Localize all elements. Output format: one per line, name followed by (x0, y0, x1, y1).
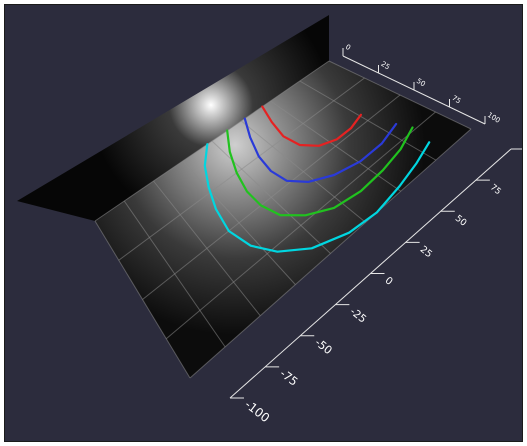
grid-line (142, 94, 401, 300)
contour-line (203, 141, 431, 253)
grid-line (165, 111, 436, 340)
contour-line (261, 105, 362, 147)
y-tick-label: 50 (453, 214, 468, 229)
contour-line (226, 126, 414, 217)
y-tick-label: -50 (312, 336, 334, 357)
y-tick-label: 0 (383, 275, 395, 288)
y-tick-label: 25 (418, 244, 434, 260)
contour-line (243, 117, 398, 183)
x-tick-label: 50 (415, 77, 427, 89)
heatmap-floor (95, 61, 471, 378)
x-tick-label: 25 (379, 60, 391, 72)
grid-line (94, 60, 330, 222)
y-tick-label: -25 (348, 306, 369, 326)
plot-frame: 02550751001007550250-25-50-75-100 (4, 4, 523, 442)
grid-line (189, 128, 472, 379)
y-tick-label: -75 (277, 366, 300, 389)
x-tick-label: 75 (450, 94, 462, 106)
x-tick-label: 0 (344, 43, 352, 52)
y-tick-label: -100 (242, 397, 272, 425)
y-tick-label: 75 (488, 183, 503, 198)
back-wall-projection (17, 15, 329, 221)
contour-lines (203, 105, 431, 253)
x-tick-label: 100 (486, 111, 502, 125)
chart-3d-scene: 02550751001007550250-25-50-75-100 (17, 15, 522, 425)
grid-line (118, 77, 365, 261)
